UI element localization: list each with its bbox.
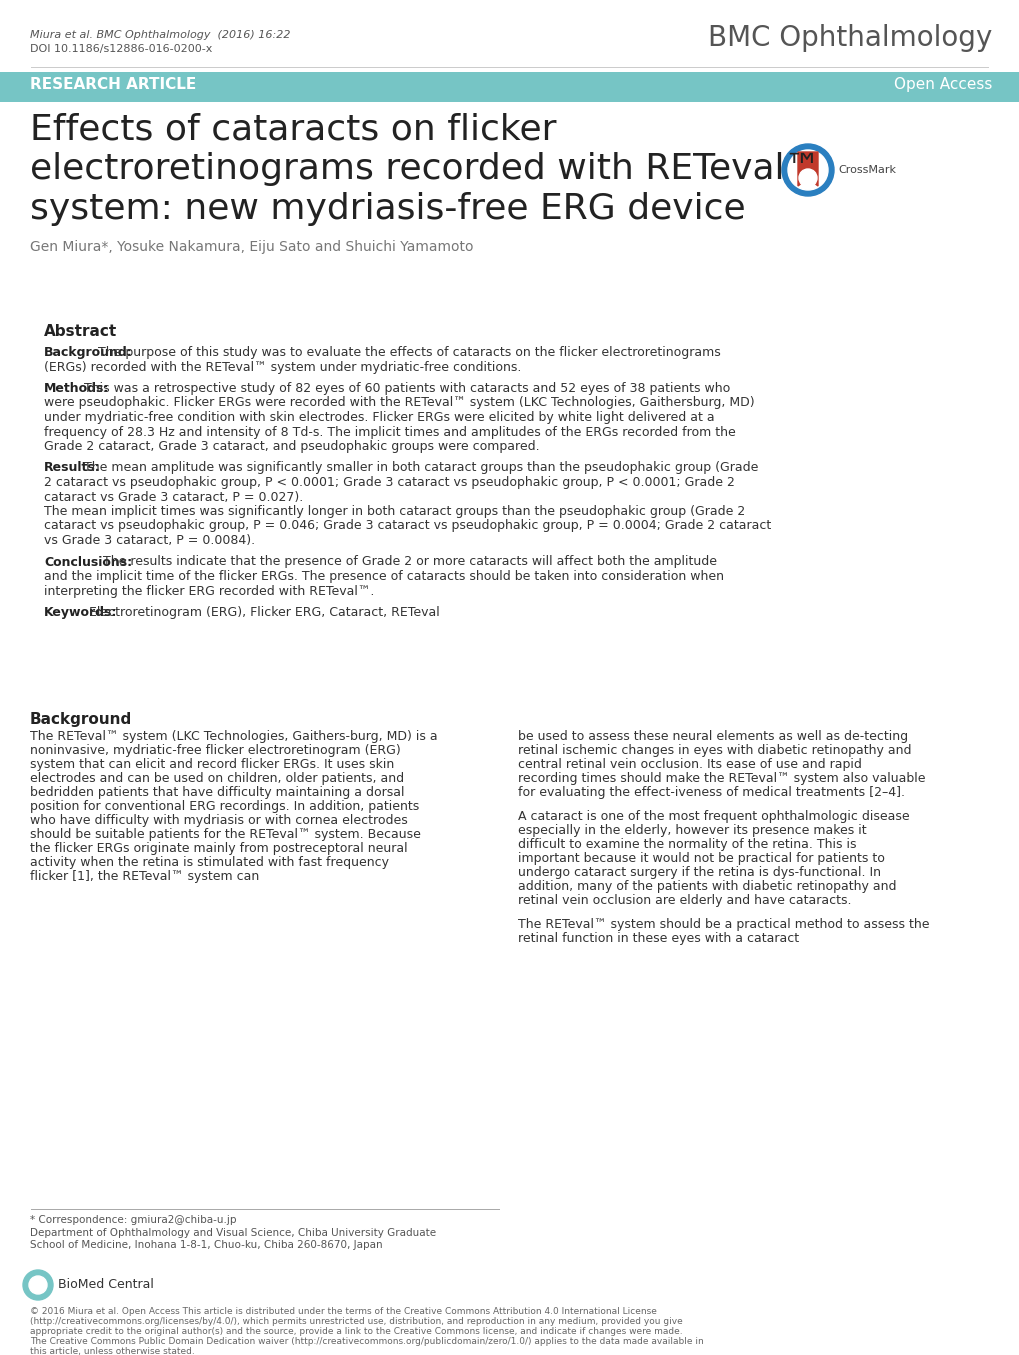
Text: The Creative Commons Public Domain Dedication waiver (http://creativecommons.org: The Creative Commons Public Domain Dedic… (30, 1337, 703, 1346)
FancyBboxPatch shape (23, 308, 996, 692)
Text: The mean implicit times was significantly longer in both cataract groups than th: The mean implicit times was significantl… (44, 505, 745, 518)
Text: appropriate credit to the original author(s) and the source, provide a link to t: appropriate credit to the original autho… (30, 1327, 682, 1336)
Text: flicker [1], the RETeval™ system can: flicker [1], the RETeval™ system can (30, 870, 259, 883)
Text: BioMed Central: BioMed Central (58, 1279, 154, 1291)
Circle shape (782, 144, 834, 196)
Text: School of Medicine, Inohana 1-8-1, Chuo-ku, Chiba 260-8670, Japan: School of Medicine, Inohana 1-8-1, Chuo-… (30, 1240, 382, 1251)
Text: Conclusions:: Conclusions: (44, 556, 132, 569)
Text: Department of Ophthalmology and Visual Science, Chiba University Graduate: Department of Ophthalmology and Visual S… (30, 1228, 436, 1238)
Text: Keywords:: Keywords: (44, 606, 117, 619)
Text: under mydriatic-free condition with skin electrodes. Flicker ERGs were elicited : under mydriatic-free condition with skin… (44, 411, 714, 424)
Text: Effects of cataracts on flicker: Effects of cataracts on flicker (30, 112, 556, 146)
Text: cataract vs pseudophakic group, P = 0.046; Grade 3 cataract vs pseudophakic grou: cataract vs pseudophakic group, P = 0.04… (44, 519, 770, 533)
Text: Miura et al. BMC Ophthalmology  (2016) 16:22: Miura et al. BMC Ophthalmology (2016) 16… (30, 30, 290, 41)
Text: The RETeval™ system (LKC Technologies, Gaithers-burg, MD) is a: The RETeval™ system (LKC Technologies, G… (30, 730, 437, 743)
Text: recording times should make the RETeval™ system also valuable: recording times should make the RETeval™… (518, 772, 924, 785)
Text: Background: Background (30, 711, 132, 728)
Text: interpreting the flicker ERG recorded with RETeval™.: interpreting the flicker ERG recorded wi… (44, 584, 374, 598)
Text: Electroretinogram (ERG), Flicker ERG, Cataract, RETeval: Electroretinogram (ERG), Flicker ERG, Ca… (85, 606, 439, 619)
Text: addition, many of the patients with diabetic retinopathy and: addition, many of the patients with diab… (518, 879, 896, 893)
Text: (ERGs) recorded with the RETeval™ system under mydriatic-free conditions.: (ERGs) recorded with the RETeval™ system… (44, 360, 521, 374)
Text: this article, unless otherwise stated.: this article, unless otherwise stated. (30, 1347, 195, 1355)
Text: Open Access: Open Access (893, 77, 991, 92)
Text: The purpose of this study was to evaluate the effects of cataracts on the flicke: The purpose of this study was to evaluat… (94, 346, 720, 359)
Text: central retinal vein occlusion. Its ease of use and rapid: central retinal vein occlusion. Its ease… (518, 757, 861, 771)
Text: for evaluating the effect-iveness of medical treatments [2–4].: for evaluating the effect-iveness of med… (518, 786, 904, 799)
Text: Gen Miura*, Yosuke Nakamura, Eiju Sato and Shuichi Yamamoto: Gen Miura*, Yosuke Nakamura, Eiju Sato a… (30, 240, 473, 253)
Text: should be suitable patients for the RETeval™ system. Because: should be suitable patients for the RETe… (30, 828, 421, 841)
Text: system: new mydriasis-free ERG device: system: new mydriasis-free ERG device (30, 192, 745, 226)
Text: undergo cataract surgery if the retina is dys-functional. In: undergo cataract surgery if the retina i… (518, 866, 880, 879)
Text: were pseudophakic. Flicker ERGs were recorded with the RETeval™ system (LKC Tech: were pseudophakic. Flicker ERGs were rec… (44, 397, 754, 409)
Text: especially in the elderly, however its presence makes it: especially in the elderly, however its p… (518, 824, 866, 837)
Text: RESEARCH ARTICLE: RESEARCH ARTICLE (30, 77, 196, 92)
Text: * Correspondence: gmiura2@chiba-u.jp: * Correspondence: gmiura2@chiba-u.jp (30, 1215, 236, 1225)
Text: noninvasive, mydriatic-free flicker electroretinogram (ERG): noninvasive, mydriatic-free flicker elec… (30, 744, 400, 757)
Text: retinal ischemic changes in eyes with diabetic retinopathy and: retinal ischemic changes in eyes with di… (518, 744, 911, 757)
Polygon shape (797, 152, 817, 186)
Text: © 2016 Miura et al. Open Access This article is distributed under the terms of t: © 2016 Miura et al. Open Access This art… (30, 1308, 656, 1316)
Text: Background:: Background: (44, 346, 132, 359)
Text: difficult to examine the normality of the retina. This is: difficult to examine the normality of th… (518, 837, 856, 851)
Text: be used to assess these neural elements as well as de-tecting: be used to assess these neural elements … (518, 730, 907, 743)
Text: system that can elicit and record flicker ERGs. It uses skin: system that can elicit and record flicke… (30, 757, 394, 771)
Text: Results:: Results: (44, 462, 101, 474)
Text: important because it would not be practical for patients to: important because it would not be practi… (518, 852, 884, 864)
Text: CrossMark: CrossMark (838, 165, 895, 175)
Text: position for conventional ERG recordings. In addition, patients: position for conventional ERG recordings… (30, 799, 419, 813)
Text: vs Grade 3 cataract, P = 0.0084).: vs Grade 3 cataract, P = 0.0084). (44, 534, 255, 547)
Text: (http://creativecommons.org/licenses/by/4.0/), which permits unrestricted use, d: (http://creativecommons.org/licenses/by/… (30, 1317, 682, 1327)
Text: The results indicate that the presence of Grade 2 or more cataracts will affect : The results indicate that the presence o… (99, 556, 715, 569)
Text: electrodes and can be used on children, older patients, and: electrodes and can be used on children, … (30, 772, 404, 785)
Text: 2 cataract vs pseudophakic group, P < 0.0001; Grade 3 cataract vs pseudophakic g: 2 cataract vs pseudophakic group, P < 0.… (44, 476, 734, 489)
Circle shape (23, 1270, 53, 1299)
Circle shape (788, 150, 827, 190)
Text: Grade 2 cataract, Grade 3 cataract, and pseudophakic groups were compared.: Grade 2 cataract, Grade 3 cataract, and … (44, 440, 539, 453)
Text: Abstract: Abstract (44, 324, 117, 339)
Text: electroretinograms recorded with RETeval™: electroretinograms recorded with RETeval… (30, 152, 820, 186)
Text: bedridden patients that have difficulty maintaining a dorsal: bedridden patients that have difficulty … (30, 786, 405, 799)
Text: retinal function in these eyes with a cataract: retinal function in these eyes with a ca… (518, 932, 798, 944)
Text: A cataract is one of the most frequent ophthalmologic disease: A cataract is one of the most frequent o… (518, 810, 909, 822)
Text: The RETeval™ system should be a practical method to assess the: The RETeval™ system should be a practica… (518, 917, 928, 931)
Text: cataract vs Grade 3 cataract, P = 0.027).: cataract vs Grade 3 cataract, P = 0.027)… (44, 491, 303, 504)
Text: Methods:: Methods: (44, 382, 109, 396)
Text: retinal vein occlusion are elderly and have cataracts.: retinal vein occlusion are elderly and h… (518, 894, 851, 906)
Text: the flicker ERGs originate mainly from postreceptoral neural: the flicker ERGs originate mainly from p… (30, 841, 408, 855)
Text: BMC Ophthalmology: BMC Ophthalmology (707, 24, 991, 51)
Text: The mean amplitude was significantly smaller in both cataract groups than the ps: The mean amplitude was significantly sma… (81, 462, 758, 474)
Text: This was a retrospective study of 82 eyes of 60 patients with cataracts and 52 e: This was a retrospective study of 82 eye… (81, 382, 730, 396)
Text: frequency of 28.3 Hz and intensity of 8 Td-s. The implicit times and amplitudes : frequency of 28.3 Hz and intensity of 8 … (44, 425, 735, 439)
Text: who have difficulty with mydriasis or with cornea electrodes: who have difficulty with mydriasis or wi… (30, 814, 408, 827)
Text: activity when the retina is stimulated with fast frequency: activity when the retina is stimulated w… (30, 856, 388, 869)
Text: DOI 10.1186/s12886-016-0200-x: DOI 10.1186/s12886-016-0200-x (30, 43, 212, 54)
Circle shape (29, 1276, 47, 1294)
Circle shape (798, 169, 816, 187)
Text: and the implicit time of the flicker ERGs. The presence of cataracts should be t: and the implicit time of the flicker ERG… (44, 570, 723, 583)
